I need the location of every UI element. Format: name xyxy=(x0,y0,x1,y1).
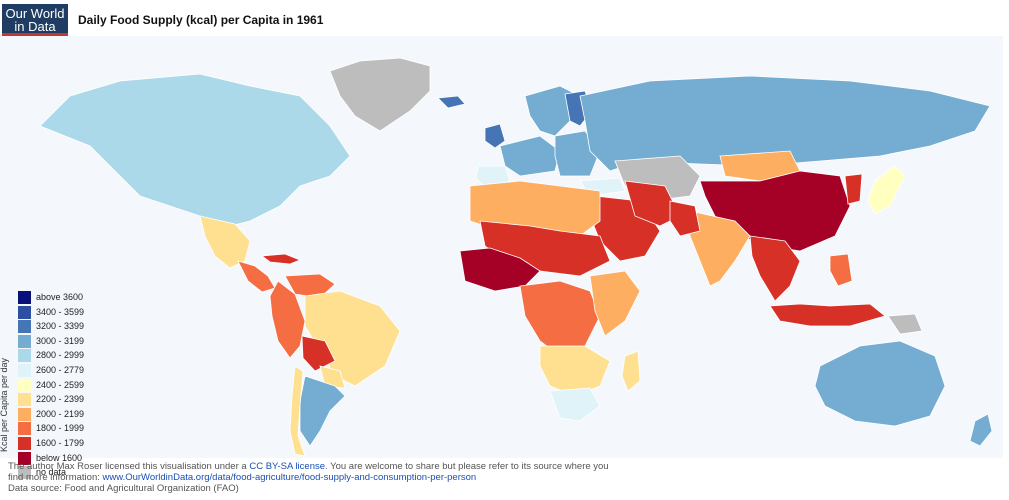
legend-swatch xyxy=(18,436,31,450)
legend-swatch xyxy=(18,363,31,377)
legend-item: 2400 - 2599 xyxy=(18,378,148,394)
footer-data-source: Data source: Food and Agricultural Organ… xyxy=(8,483,239,494)
legend-item: 2800 - 2999 xyxy=(18,349,148,364)
legend-swatch xyxy=(18,378,31,392)
legend: above 3600 3400 - 3599 3200 - 3399 3000 - 3… xyxy=(18,291,148,481)
legend-swatch xyxy=(18,407,31,421)
legend-item: 2600 - 2779 xyxy=(18,363,148,379)
header: Our World in Data Daily Food Supply (kca… xyxy=(0,0,1009,36)
logo-line-1: Our World xyxy=(5,6,65,21)
region-india xyxy=(689,210,751,287)
legend-swatch xyxy=(18,451,31,465)
legend-swatch xyxy=(18,291,31,304)
region-southern-africa xyxy=(539,345,611,397)
source-link[interactable]: www.OurWorldinData.org/data/food-agricul… xyxy=(102,472,477,483)
legend-label: 2000 - 2199 xyxy=(36,408,85,419)
region-madagascar xyxy=(621,350,641,392)
legend-item: 1600 - 1799 xyxy=(18,436,148,452)
legend-item: 3200 - 3399 xyxy=(18,320,148,335)
legend-label: 2600 - 2779 xyxy=(36,364,85,375)
legend-label: above 3600 xyxy=(36,292,84,302)
legend-swatch xyxy=(18,305,31,319)
legend-item: 2200 - 2399 xyxy=(18,393,148,408)
footer-line-2: find more information: www.OurWorldinDat… xyxy=(8,472,998,483)
legend-label: 3400 - 3599 xyxy=(36,306,85,317)
legend-label: 3200 - 3399 xyxy=(36,321,85,332)
region-mexico xyxy=(199,215,251,269)
legend-swatch xyxy=(18,320,31,334)
region-papua-new-guinea xyxy=(887,313,923,335)
legend-swatch xyxy=(18,466,31,480)
footer-license-prefix: The author Max Roser licensed this visua… xyxy=(8,461,250,472)
legend-item: 2000 - 2199 xyxy=(18,407,148,423)
region-philippines xyxy=(829,253,853,287)
legend-swatch xyxy=(18,334,31,348)
legend-swatch xyxy=(18,393,31,407)
legend-item: 3000 - 3199 xyxy=(18,334,148,350)
region-iceland xyxy=(437,95,466,109)
our-world-in-data-logo[interactable]: Our World in Data xyxy=(2,4,68,36)
region-central-america xyxy=(237,260,276,293)
region-central-africa xyxy=(519,280,601,357)
legend-item: no data xyxy=(18,466,148,481)
world-map-svg[interactable] xyxy=(0,36,1003,458)
legend-label: no data xyxy=(36,467,67,478)
region-japan xyxy=(867,165,906,215)
region-greenland xyxy=(329,57,431,132)
license-link[interactable]: CC BY-SA license xyxy=(249,461,326,472)
region-venezuela xyxy=(284,273,336,299)
legend-axis-label: Kcal per Capita per day xyxy=(0,357,9,452)
region-bolivia xyxy=(301,335,336,372)
region-brazil xyxy=(304,290,401,387)
chart-title: Daily Food Supply (kcal) per Capita in 1… xyxy=(78,13,324,27)
footer-license-suffix: . You are welcome to share but please re… xyxy=(325,461,609,472)
legend-swatch xyxy=(18,349,31,363)
legend-label: 2800 - 2999 xyxy=(36,350,85,361)
logo-line-2: in Data xyxy=(14,19,56,34)
footer-source-prefix: find more information: xyxy=(8,472,103,483)
legend-label: 2200 - 2399 xyxy=(36,394,85,405)
region-southeast-asia xyxy=(749,235,801,302)
legend-swatch xyxy=(18,422,31,436)
region-east-africa xyxy=(589,270,641,337)
region-indonesia xyxy=(769,303,886,327)
region-west-africa xyxy=(459,247,541,292)
region-new-zealand xyxy=(969,413,993,447)
region-paraguay xyxy=(319,365,346,389)
region-australia xyxy=(814,340,946,427)
legend-label: 1600 - 1799 xyxy=(36,437,85,448)
legend-item: 3400 - 3599 xyxy=(18,305,148,321)
footer-line-1: The author Max Roser licensed this visua… xyxy=(8,461,998,472)
region-uk xyxy=(484,123,506,149)
region-chile xyxy=(289,365,306,457)
region-western-europe xyxy=(499,135,561,177)
legend-item: 1800 - 1999 xyxy=(18,422,148,437)
legend-label: 3000 - 3199 xyxy=(36,335,85,346)
world-map[interactable]: above 3600 3400 - 3599 3200 - 3399 3000 - 3… xyxy=(0,36,1003,480)
legend-item: below 1600 xyxy=(18,451,148,467)
region-andean xyxy=(269,280,306,359)
region-south-africa xyxy=(549,387,601,422)
region-pakistan xyxy=(669,200,701,237)
region-ussr xyxy=(579,75,991,172)
region-cuba xyxy=(260,253,302,265)
legend-label: 2400 - 2599 xyxy=(36,379,85,390)
footer: The author Max Roser licensed this visua… xyxy=(8,461,998,494)
legend-label: below 1600 xyxy=(36,452,83,463)
legend-item: above 3600 xyxy=(18,291,148,306)
legend-label: 1800 - 1999 xyxy=(36,423,85,434)
region-korea xyxy=(844,173,863,205)
region-north-america xyxy=(39,73,351,227)
